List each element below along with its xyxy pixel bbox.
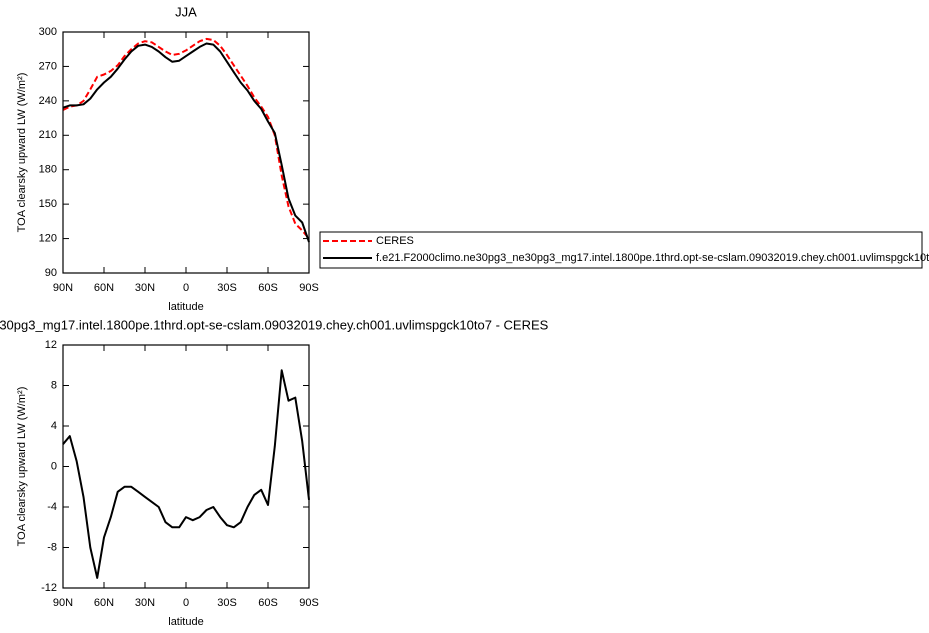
x-tick-label: 30N (135, 282, 155, 294)
y-tick-label: 240 (39, 95, 57, 107)
x-tick-label: 60S (258, 282, 278, 294)
x-tick-label: 90N (53, 282, 73, 294)
chart-title: JJA (175, 4, 197, 19)
y-tick-label: 8 (51, 379, 57, 391)
x-tick-label: 60N (94, 597, 114, 609)
y-axis-label: TOA clearsky upward LW (W/m²) (16, 387, 28, 547)
x-axis-label: latitude (168, 301, 203, 313)
y-tick-label: 150 (39, 198, 57, 210)
x-tick-label: 60S (258, 597, 278, 609)
x-tick-label: 30N (135, 597, 155, 609)
x-tick-label: 0 (183, 597, 189, 609)
x-tick-label: 90S (299, 282, 319, 294)
y-tick-label: 0 (51, 460, 57, 472)
y-tick-label: 4 (51, 420, 57, 432)
x-tick-label: 90N (53, 597, 73, 609)
plot-frame (62, 344, 310, 589)
y-tick-label: 120 (39, 232, 57, 244)
legend-label: CERES (376, 235, 414, 247)
y-tick-label: -8 (47, 541, 57, 553)
x-tick-label: 90S (299, 597, 319, 609)
data-line (62, 37, 310, 240)
y-tick-label: 90 (45, 267, 57, 279)
x-tick-label: 30S (217, 282, 237, 294)
data-line (62, 369, 310, 579)
plot-frame (62, 31, 310, 274)
y-tick-label: 210 (39, 129, 57, 141)
y-tick-label: -12 (41, 582, 57, 594)
legend-box (319, 231, 923, 269)
x-tick-label: 60N (94, 282, 114, 294)
x-axis-label: latitude (168, 616, 203, 628)
legend-label: f.e21.F2000climo.ne30pg3_ne30pg3_mg17.in… (376, 252, 929, 264)
y-tick-label: -4 (47, 501, 57, 513)
y-tick-label: 300 (39, 26, 57, 38)
x-tick-label: 0 (183, 282, 189, 294)
y-axis-label: TOA clearsky upward LW (W/m²) (16, 73, 28, 233)
y-tick-label: 180 (39, 164, 57, 176)
chart-title: f.e21.F2000climo.ne30pg3_ne30pg3_mg17.in… (0, 317, 549, 332)
data-line (62, 42, 310, 243)
y-tick-label: 12 (45, 339, 57, 351)
x-tick-label: 30S (217, 597, 237, 609)
y-tick-label: 270 (39, 60, 57, 72)
